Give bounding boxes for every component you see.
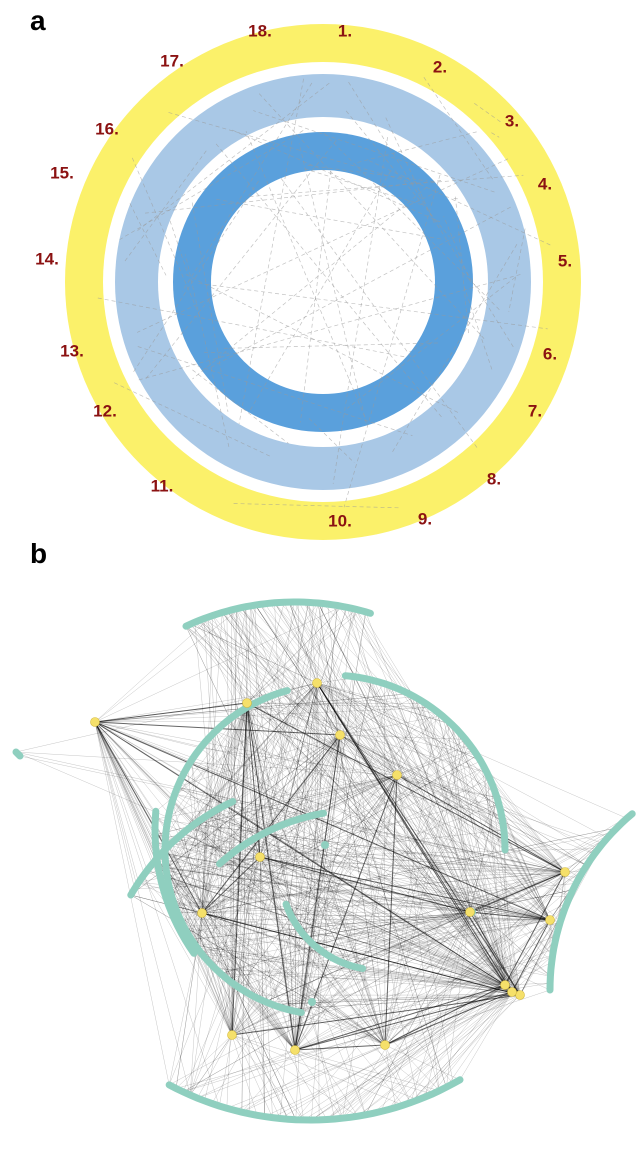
reagent-number: 1. <box>338 21 352 40</box>
edge <box>95 608 241 722</box>
edge <box>95 722 202 913</box>
edge <box>304 602 550 920</box>
edge <box>95 722 288 1119</box>
reagent-number: 13. <box>60 341 84 360</box>
edge <box>95 722 497 798</box>
edge <box>352 676 385 1045</box>
hub-node <box>466 908 475 917</box>
hub-node <box>228 1031 237 1040</box>
hub-node <box>243 699 252 708</box>
edge <box>385 1045 460 1080</box>
reagent-number: 15. <box>50 163 74 182</box>
edge <box>385 985 505 1045</box>
page: a 1. 2. 3. 4. 5. 6. 7. 8. 9. 10. 11. 12. 13. 14. 15. 16… <box>0 0 643 1164</box>
edge <box>295 949 554 1050</box>
node-arc <box>16 752 20 756</box>
hub-node <box>561 868 570 877</box>
edge <box>95 615 213 722</box>
hub-node <box>313 679 322 688</box>
hub-node <box>393 771 402 780</box>
hub-node <box>546 916 555 925</box>
ring-diagram <box>65 24 581 540</box>
edge <box>247 603 318 703</box>
panel-label: a <box>30 5 46 36</box>
reagent-number: 11. <box>151 476 174 495</box>
edge <box>317 683 607 838</box>
node <box>321 841 329 849</box>
reagent-number: 6. <box>543 344 557 363</box>
reagent-number: 2. <box>433 57 447 76</box>
hub-node <box>508 988 517 997</box>
edge <box>232 610 470 912</box>
edge <box>95 722 304 1120</box>
edge <box>255 605 505 985</box>
edge <box>190 1035 232 1095</box>
edge <box>347 607 550 920</box>
reagent-number: 14. <box>35 249 59 268</box>
hub-node <box>256 853 265 862</box>
reagent-number: 5. <box>558 251 572 270</box>
edge <box>95 722 155 843</box>
reagent-number: 12. <box>93 401 117 420</box>
edge <box>388 992 512 1110</box>
hub-node <box>336 731 345 740</box>
figure: a 1. 2. 3. 4. 5. 6. 7. 8. 9. 10. 11. 12. 13. 14. 15. 16… <box>0 0 643 1164</box>
reagent-number: 16. <box>95 119 119 138</box>
hub-node <box>501 981 510 990</box>
edge <box>95 708 432 722</box>
reagent-number: 8. <box>487 469 501 488</box>
panel-label: b <box>30 538 47 569</box>
network <box>16 602 632 1120</box>
reagent-number: 4. <box>538 174 552 193</box>
hub-node <box>91 718 100 727</box>
node <box>308 998 316 1006</box>
node-arc <box>186 602 370 626</box>
reagent-number: 3. <box>505 111 519 130</box>
edge <box>288 909 295 1050</box>
edge <box>95 722 200 952</box>
edge <box>247 703 565 872</box>
hub-node <box>516 991 525 1000</box>
reagent-number: 7. <box>528 401 542 420</box>
edge <box>95 722 147 870</box>
edge <box>418 995 520 1100</box>
reagent-number: 18. <box>248 21 272 40</box>
hub-node <box>381 1041 390 1050</box>
reagent-number: 10. <box>328 511 352 530</box>
hub-node <box>291 1046 300 1055</box>
hub-node <box>198 909 207 918</box>
edge <box>183 1050 295 1092</box>
edge <box>219 1035 232 1106</box>
reagent-number: 17. <box>160 51 184 70</box>
reagent-number: 9. <box>418 509 432 528</box>
edge <box>176 1035 232 1088</box>
